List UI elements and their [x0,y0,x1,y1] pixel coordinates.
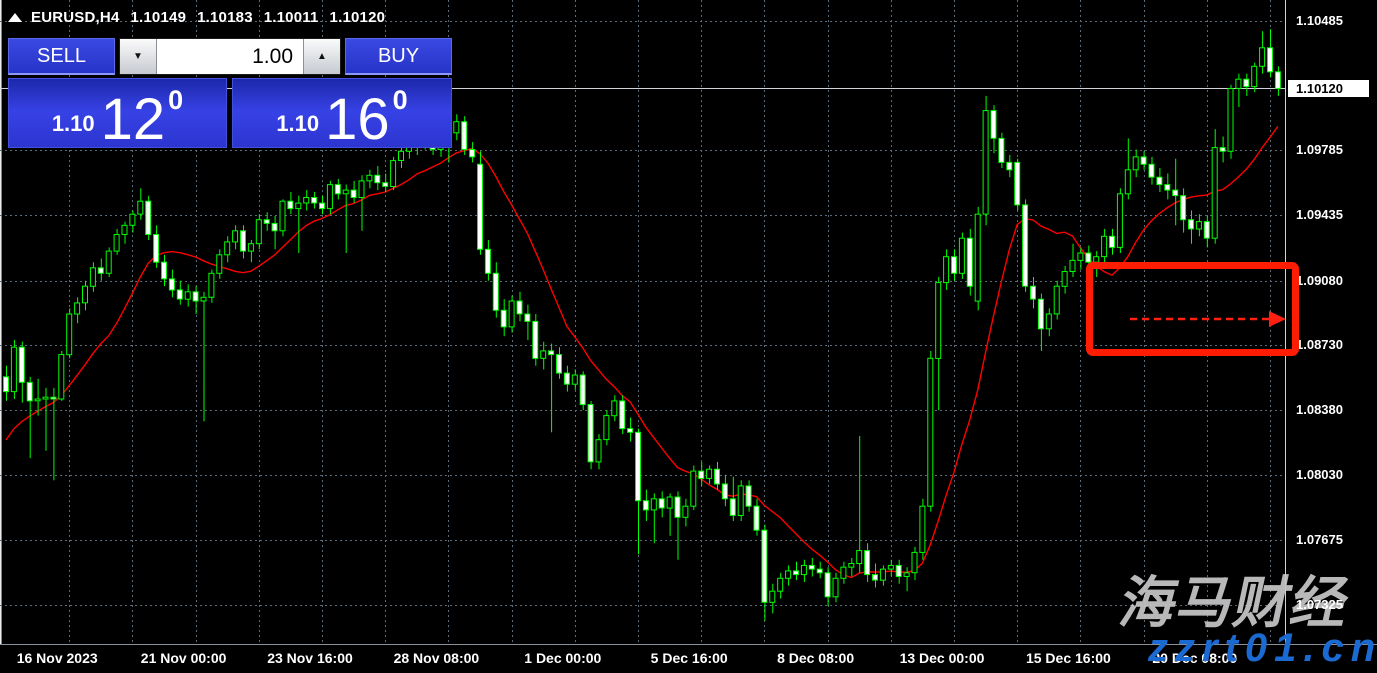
watermark-url-text: zzrt01.cn [1148,626,1377,670]
time-axis-label: 16 Nov 2023 [16,650,98,666]
candles [3,29,1281,621]
price-axis-label: 1.09435 [1296,207,1343,223]
chevron-down-icon: ▼ [133,51,143,62]
price-axis-label: 1.07325 [1296,597,1343,613]
sell-price-panel[interactable]: 1.10 12 0 [8,78,227,148]
time-axis-label: 28 Nov 08:00 [393,650,480,666]
price-axis-label: 1.07675 [1296,532,1343,548]
sell-price-major: 1.10 [51,111,95,136]
sell-price-pips: 12 [100,86,166,152]
one-click-trading-panel: SELL ▼ ▲ BUY 1.10 12 0 1.10 16 0 [8,38,452,148]
chart-title-bar: EURUSD,H4 1.10149 1.10183 1.10011 1.1012… [8,9,385,26]
price-axis-separator [1285,0,1286,645]
price-axis-label: 1.09785 [1296,142,1343,158]
candlestick-chart[interactable] [0,0,1287,645]
collapse-panel-icon[interactable] [8,13,22,22]
time-axis-separator [0,644,1377,645]
high-value: 1.10183 [197,9,253,26]
volume-stepper: ▼ ▲ [119,38,341,75]
price-axis-label: 1.08730 [1296,337,1343,353]
time-axis-label: 1 Dec 00:00 [524,650,602,666]
sell-button-label: SELL [37,44,86,67]
buy-price-panel[interactable]: 1.10 16 0 [232,78,452,148]
buy-price-pips: 16 [325,86,390,152]
symbol-period-label: EURUSD,H4 [31,9,120,26]
window-left-border [0,0,3,673]
price-axis-label: 1.08030 [1296,466,1343,482]
buy-button[interactable]: BUY [345,38,452,75]
time-axis-label: 8 Dec 08:00 [777,650,855,666]
sell-price-point: 0 [168,85,184,115]
low-value: 1.10011 [263,9,319,26]
time-axis-label: 21 Nov 00:00 [140,650,227,666]
price-axis-label: 1.10485 [1296,13,1343,28]
time-axis-label: 23 Nov 16:00 [267,650,353,666]
buy-button-label: BUY [377,44,420,67]
price-axis-label: 1.08380 [1296,402,1343,418]
buy-price-major: 1.10 [276,111,320,136]
volume-input[interactable] [157,39,303,74]
current-price-label: 1.10120 [1288,80,1369,98]
annotation-rectangle[interactable] [1086,262,1299,356]
sell-button[interactable]: SELL [8,38,115,75]
buy-price-point: 0 [392,85,408,115]
annotation-dashed-arrow-icon[interactable] [1128,309,1288,329]
time-axis-label: 13 Dec 00:00 [899,650,985,666]
volume-increase-button[interactable]: ▲ [303,39,340,74]
volume-decrease-button[interactable]: ▼ [120,39,157,74]
open-value: 1.10149 [130,9,187,26]
chevron-up-icon: ▲ [317,51,327,62]
price-axis[interactable]: 1.10485 1.10120 1.09785 1.09435 1.09080 1.087… [1286,0,1377,645]
time-axis-label: 15 Dec 16:00 [1025,650,1111,666]
time-axis-label: 20 Dec 08:00 [1152,650,1238,666]
price-axis-label: 1.09080 [1296,272,1343,288]
time-axis[interactable]: 16 Nov 2023 21 Nov 00:00 23 Nov 16:00 28 No… [0,645,1377,673]
time-axis-label: 5 Dec 16:00 [650,650,728,666]
close-value: 1.10120 [329,9,386,26]
trade-panel-top-row: SELL ▼ ▲ BUY [8,38,452,76]
